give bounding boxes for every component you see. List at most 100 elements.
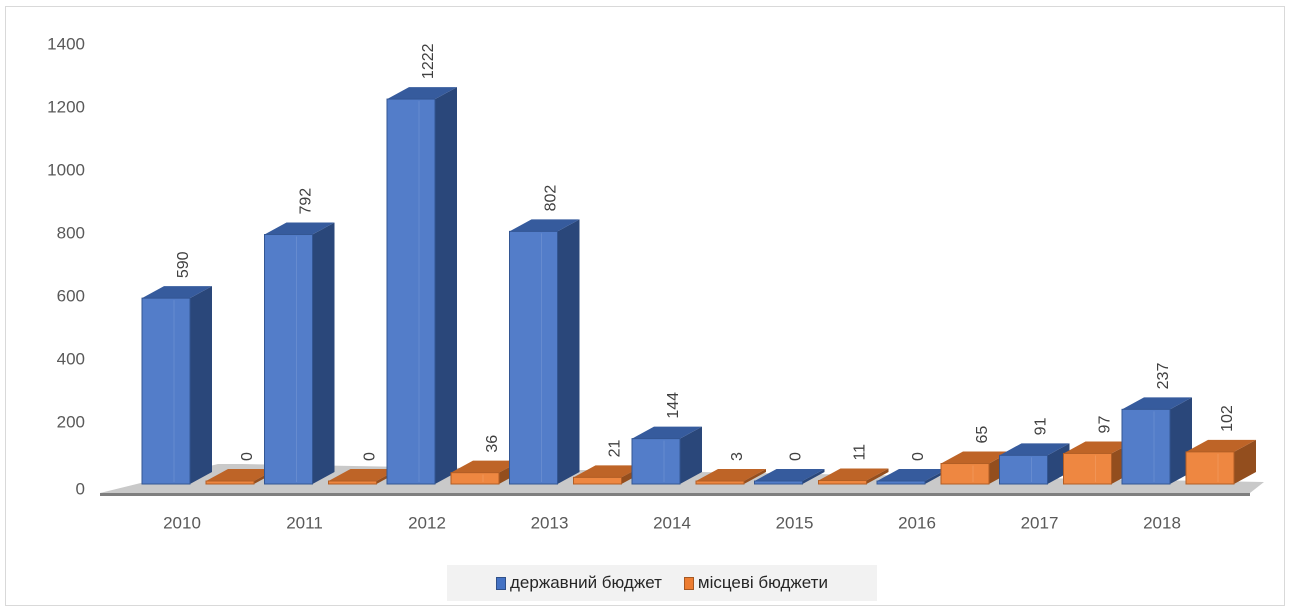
x-tick-label: 2016: [898, 513, 936, 532]
x-tick-label: 2012: [408, 513, 446, 532]
bar-front: [1063, 452, 1112, 485]
bar: [509, 219, 580, 485]
bar-front: [509, 230, 558, 485]
x-tick-label: 2010: [163, 513, 201, 532]
bar-front: [818, 480, 867, 485]
data-label: 102: [1219, 405, 1236, 432]
bar-top: [573, 465, 644, 478]
x-tick-label: 2011: [286, 513, 323, 532]
data-label: 802: [543, 185, 560, 212]
bar-top: [754, 469, 825, 481]
data-label: 0: [239, 452, 256, 461]
data-label: 1222: [420, 43, 437, 79]
bar-side: [435, 87, 457, 484]
bar-front: [999, 454, 1048, 485]
chart-floor-edge: [100, 493, 1250, 496]
data-labels: 590 0 792 0 1222 36 802 21 144 3 0 11 0 65 91 97 237 102: [175, 43, 1236, 461]
x-axis-ticks: 2010 2011 2012 2013 2014 2015 2016 2017 2018: [163, 513, 1181, 532]
x-tick-label: 2018: [1143, 513, 1181, 532]
bar-top: [1063, 441, 1134, 454]
bar: [999, 443, 1070, 485]
bar-front: [695, 480, 745, 485]
bar-top: [999, 443, 1070, 456]
data-label: 0: [362, 452, 379, 461]
bar-front: [386, 98, 436, 485]
bar-top: [142, 286, 212, 299]
bar-front: [940, 463, 990, 485]
bar: [1185, 439, 1256, 485]
y-tick-label: 0: [76, 479, 85, 498]
bar: [386, 87, 457, 485]
x-tick-label: 2014: [653, 513, 691, 532]
data-label: 91: [1033, 417, 1050, 435]
y-tick-label: 1400: [47, 34, 85, 53]
bar-side: [680, 426, 702, 484]
bar-top: [696, 469, 766, 481]
bar-side: [744, 469, 766, 484]
y-tick-label: 600: [57, 286, 85, 305]
bar-side: [1234, 439, 1256, 484]
bar-front: [631, 438, 681, 485]
data-label: 65: [974, 426, 991, 444]
bar: [818, 468, 889, 485]
bar-front: [876, 480, 926, 485]
y-axis-ticks: 0 200 400 600 800 1000 1200 1400: [47, 34, 85, 498]
data-label: 792: [298, 188, 315, 215]
bar-top: [387, 87, 457, 100]
legend-swatch-state-budget: [496, 576, 507, 590]
bar: [631, 426, 702, 485]
bar-top: [941, 451, 1011, 464]
legend-item-local-budgets: місцеві бюджети: [683, 573, 828, 593]
data-label: 97: [1097, 416, 1114, 434]
bar-side: [557, 219, 580, 484]
data-label: 590: [175, 251, 192, 278]
data-label: 237: [1155, 363, 1172, 390]
legend-swatch-local-budgets: [683, 576, 694, 590]
x-tick-label: 2015: [776, 513, 814, 532]
bar-side: [190, 286, 212, 484]
bar-top: [877, 469, 947, 481]
bar-top: [1186, 439, 1256, 452]
bar-side: [866, 468, 889, 484]
data-label: 21: [607, 439, 624, 457]
bar-front: [450, 472, 500, 485]
bar-top: [264, 222, 335, 235]
y-tick-label: 800: [57, 223, 85, 242]
bar-top: [1122, 397, 1192, 410]
y-tick-label: 200: [57, 412, 85, 431]
bar-top: [328, 469, 399, 481]
bar: [695, 469, 766, 485]
x-tick-label: 2017: [1021, 513, 1059, 532]
bar-front: [754, 480, 803, 485]
bar-front: [328, 480, 377, 485]
bar: [141, 286, 212, 485]
bar-top: [632, 426, 702, 439]
bar-top: [509, 219, 580, 232]
x-tick-label: 2013: [531, 513, 569, 532]
bar-front: [1185, 451, 1235, 485]
chart-frame: [5, 6, 1285, 606]
bar-front: [264, 234, 313, 485]
bar-top: [818, 468, 889, 481]
data-label: 36: [484, 435, 501, 453]
data-label: 3: [729, 452, 746, 461]
bar-side: [802, 469, 825, 484]
bar-front: [573, 476, 622, 485]
data-label: 0: [910, 452, 927, 461]
y-tick-label: 1200: [47, 97, 85, 116]
bar-front: [205, 480, 255, 485]
bar-top: [206, 469, 276, 481]
y-tick-label: 400: [57, 349, 85, 368]
data-label: 11: [852, 444, 869, 461]
data-label: 144: [665, 392, 682, 419]
legend: державний бюджет місцеві бюджети: [447, 565, 877, 601]
data-label: 0: [788, 452, 805, 461]
y-tick-label: 1000: [47, 160, 85, 179]
bar-front: [141, 297, 191, 485]
bar: [754, 469, 825, 485]
bar-front: [1121, 408, 1171, 485]
legend-label-local-budgets: місцеві бюджети: [697, 573, 828, 592]
bar-top: [451, 460, 521, 473]
bar: [1121, 397, 1192, 485]
